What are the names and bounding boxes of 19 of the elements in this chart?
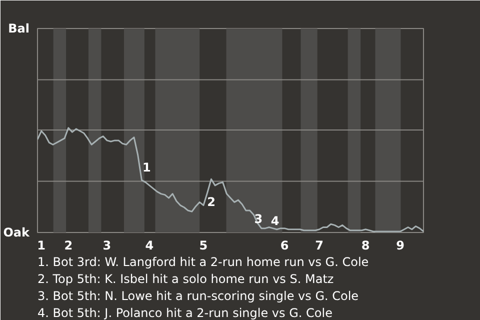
x-tick-label: 7 <box>315 238 324 252</box>
annotation: 2 <box>207 195 216 210</box>
text: Bal <box>8 22 30 36</box>
x-tick-label: 6 <box>280 238 289 252</box>
text: Oak <box>3 226 31 240</box>
text: 1. Bot 3rd: W. Langford hit a 2-run home run vs G. Cole <box>38 255 369 269</box>
annotation: 4 <box>270 214 280 228</box>
x-tick-label: 3 <box>102 238 112 252</box>
x-tick-label: 2 <box>64 238 73 252</box>
x-tick-label: 8 <box>361 238 370 252</box>
x-tick-label: 9 <box>396 238 405 252</box>
annotation: 3 <box>254 212 263 226</box>
text: 2. Top 5th: K. Isbel hit a solo home run vs S. Matz <box>38 272 334 286</box>
annotation: 1 <box>142 160 151 175</box>
text: 4. Bot 5th: J. Polanco hit a 2-run single vs G. Cole <box>38 306 332 320</box>
x-tick-label: 5 <box>199 238 208 252</box>
x-tick-label: 4 <box>145 238 154 252</box>
text: 3. Bot 5th: N. Lowe hit a run-scoring single vs G. Cole <box>38 289 359 303</box>
x-tick-label: 1 <box>37 238 46 252</box>
